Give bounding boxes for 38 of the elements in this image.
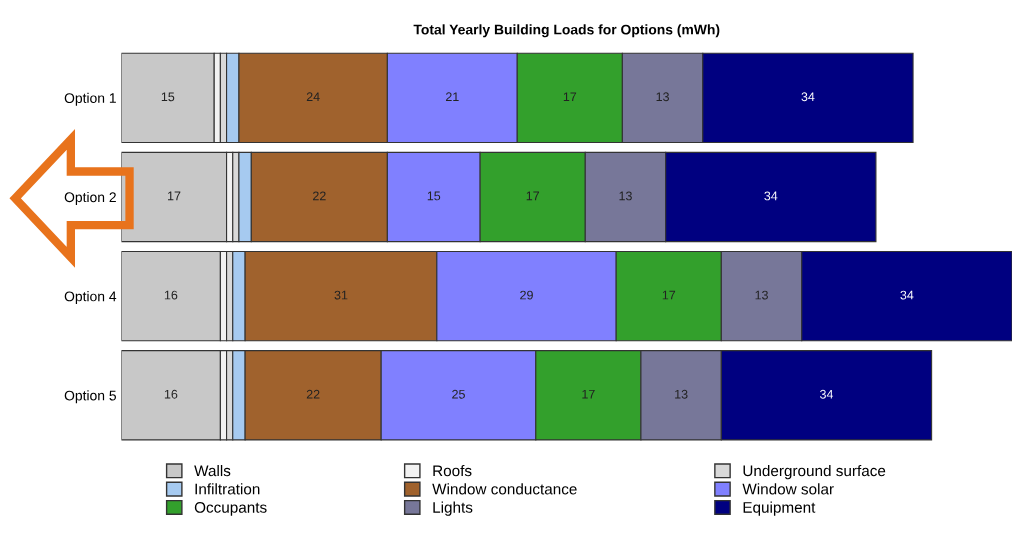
legend-label: Window solar	[742, 483, 834, 495]
y-tick-label: Option 2	[64, 191, 116, 205]
data-label: 16	[164, 389, 178, 399]
legend-label: Underground surface	[743, 464, 886, 480]
y-tick-label: Option 1	[64, 92, 116, 106]
chart-title: Total Yearly Building Loads for Options (mWh)	[413, 24, 720, 38]
legend-label: Equipment	[743, 501, 816, 516]
legend-label: Infiltration	[195, 483, 260, 495]
data-label: 16	[164, 290, 178, 300]
legend-label: Walls	[194, 464, 231, 477]
y-tick-label: Option 5	[64, 390, 116, 404]
data-label: 25	[452, 389, 465, 399]
legend-label: Occupants	[194, 501, 267, 516]
data-label: 24	[306, 92, 320, 102]
data-label: 13	[619, 191, 632, 201]
data-label: 13	[755, 290, 768, 300]
data-label: 34	[819, 389, 834, 399]
data-label: 34	[801, 92, 815, 102]
data-label: 15	[161, 92, 175, 102]
data-label: 21	[445, 92, 459, 102]
data-label: 22	[313, 191, 326, 201]
data-label: 34	[764, 191, 778, 201]
data-label: 31	[334, 290, 348, 300]
data-label: 29	[520, 290, 533, 300]
data-label: 22	[306, 389, 320, 399]
data-label: 17	[526, 191, 540, 201]
legend-label: Window conductance	[432, 483, 577, 495]
data-label: 17	[168, 191, 181, 201]
data-label: 17	[582, 389, 595, 399]
data-label: 15	[427, 191, 441, 201]
data-label: 13	[656, 92, 669, 102]
legend-label: Roofs	[433, 465, 472, 477]
data-label: 17	[662, 290, 676, 300]
legend-label: Lights	[433, 501, 473, 516]
data-label: 34	[900, 290, 914, 300]
data-label: 17	[563, 92, 577, 102]
y-tick-label: Option 4	[64, 291, 117, 305]
data-label: 13	[675, 389, 688, 399]
